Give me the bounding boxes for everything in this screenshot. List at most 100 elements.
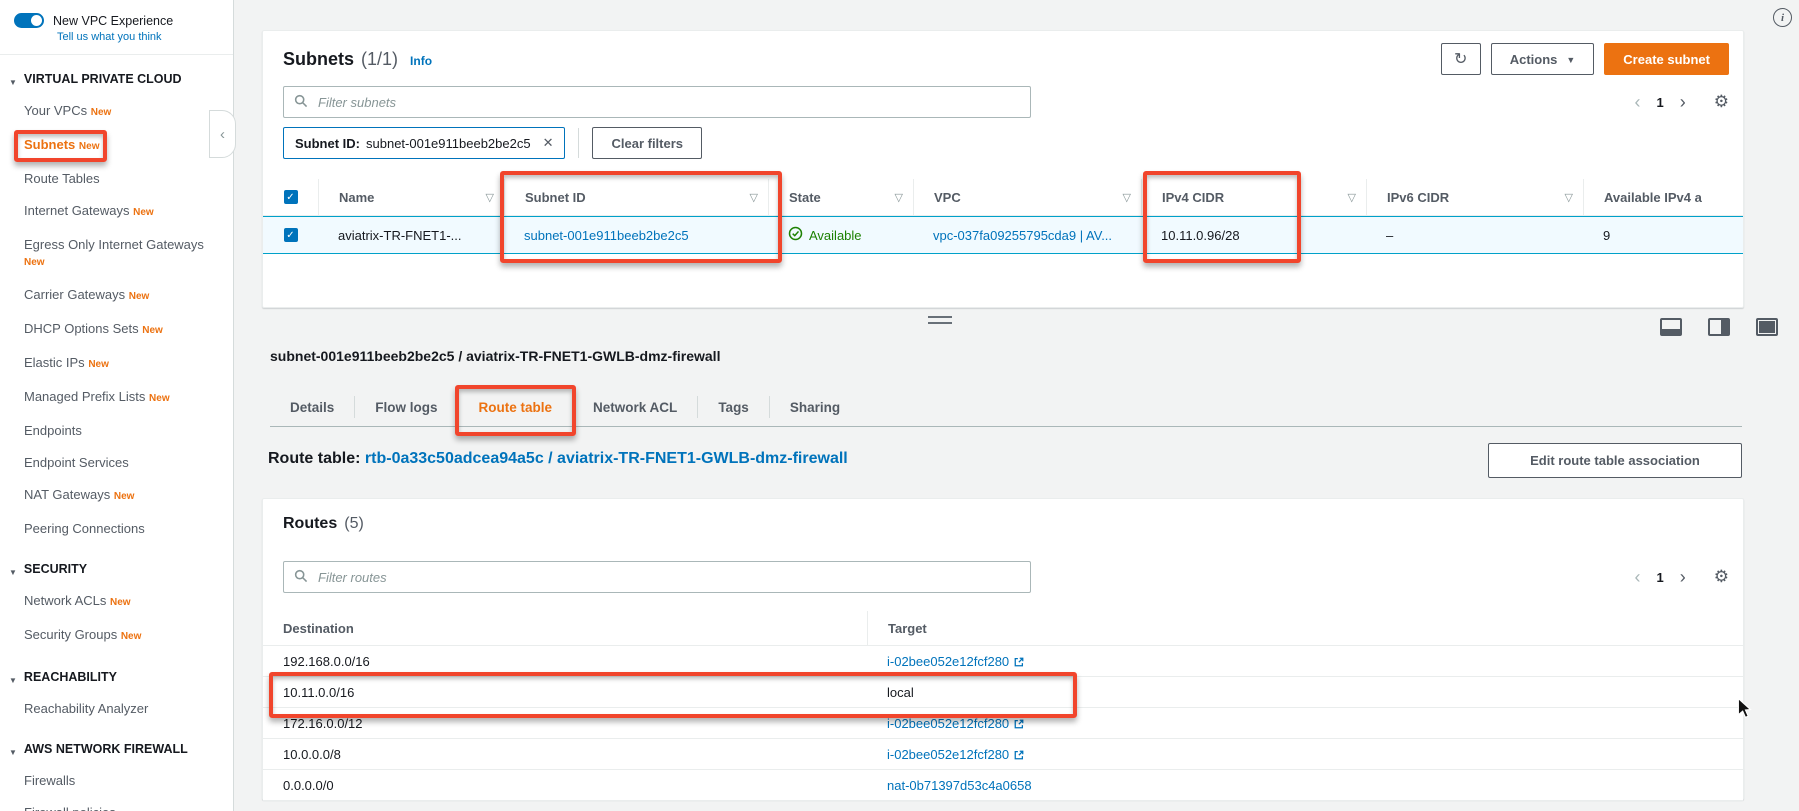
subnet-filter-input[interactable] bbox=[316, 93, 1020, 111]
vpc-link[interactable]: vpc-037fa09255795cda9 | AV... bbox=[933, 227, 1113, 243]
close-icon[interactable]: ✕ bbox=[542, 135, 554, 150]
sidebar-item-network-acls[interactable]: Network ACLs New bbox=[0, 585, 233, 619]
sidebar-section-security[interactable]: ▼ SECURITY bbox=[0, 545, 233, 585]
sidebar-section-reachability[interactable]: ▼ REACHABILITY bbox=[0, 653, 233, 693]
tab-tags[interactable]: Tags bbox=[718, 399, 749, 415]
split-pane-drag-handle[interactable] bbox=[928, 316, 952, 324]
filter-token[interactable]: Subnet ID: subnet-001e911beeb2be2c5 ✕ bbox=[283, 127, 566, 159]
sidebar-item-label: Reachability Analyzer bbox=[24, 701, 149, 716]
sidebar-item-your-vpcs[interactable]: Your VPCs New bbox=[0, 95, 233, 129]
tab-network-acl[interactable]: Network ACL bbox=[593, 399, 678, 415]
previous-page-button[interactable]: ‹ bbox=[1634, 566, 1641, 587]
row-checkbox[interactable]: ✓ bbox=[263, 228, 318, 242]
layout-fullscreen-icon[interactable] bbox=[1756, 318, 1778, 336]
subnet-id-link[interactable]: subnet-001e911beeb2be2c5 bbox=[524, 227, 689, 243]
route-target-link[interactable]: i-02bee052e12fcf280 bbox=[887, 653, 1010, 669]
gear-icon[interactable]: ⚙ bbox=[1713, 567, 1729, 586]
sidebar-item-firewall-policies[interactable]: Firewall policies bbox=[0, 797, 233, 811]
sidebar-item-subnets[interactable]: Subnets New bbox=[0, 129, 233, 163]
route-table-link[interactable]: rtb-0a33c50adcea94a5c / aviatrix-TR-FNET… bbox=[364, 450, 848, 467]
column-header-vpc[interactable]: VPC ▽ bbox=[913, 179, 1141, 215]
sidebar-item-carrier-gateways[interactable]: Carrier Gateways New bbox=[0, 279, 233, 313]
cell-available-ipv4: 9 bbox=[1603, 227, 1611, 243]
route-row[interactable]: 10.11.0.0/16 local bbox=[263, 672, 1743, 718]
routes-count: (5) bbox=[344, 515, 364, 532]
sidebar-collapse-handle[interactable]: ‹ bbox=[209, 110, 236, 158]
sidebar-item-managed-prefix-lists[interactable]: Managed Prefix Lists New bbox=[0, 381, 233, 415]
refresh-button[interactable]: ↻ bbox=[1440, 43, 1481, 75]
checkbox-checked-icon: ✓ bbox=[283, 228, 298, 242]
route-row[interactable]: 10.0.0.0/8 i-02bee052e12fcf280 bbox=[263, 739, 1743, 770]
routes-filter-input[interactable] bbox=[316, 568, 1020, 586]
column-filter-icon[interactable]: ▽ bbox=[1347, 191, 1356, 204]
previous-page-button[interactable]: ‹ bbox=[1634, 91, 1641, 112]
chevron-down-icon: ▼ bbox=[9, 568, 17, 577]
sidebar-item-label: Internet Gateways bbox=[24, 203, 130, 218]
column-filter-icon[interactable]: ▽ bbox=[1122, 191, 1131, 204]
clear-filters-button[interactable]: Clear filters bbox=[592, 127, 703, 159]
column-header-target[interactable]: Target bbox=[867, 611, 1743, 645]
info-icon[interactable]: i bbox=[1773, 8, 1792, 27]
select-all-checkbox[interactable]: ✓ bbox=[263, 179, 318, 215]
route-table-heading: Route table: rtb-0a33c50adcea94a5c / avi… bbox=[268, 450, 848, 467]
sidebar-item-label: Endpoints bbox=[24, 423, 82, 438]
sidebar-item-peering-connections[interactable]: Peering Connections bbox=[0, 513, 233, 545]
create-subnet-button[interactable]: Create subnet bbox=[1604, 43, 1729, 75]
tab-details[interactable]: Details bbox=[290, 399, 335, 415]
tab-route-table[interactable]: Route table bbox=[454, 385, 577, 436]
column-filter-icon[interactable]: ▽ bbox=[1564, 191, 1573, 204]
sidebar-item-nat-gateways[interactable]: NAT Gateways New bbox=[0, 479, 233, 513]
next-page-button[interactable]: › bbox=[1679, 566, 1686, 587]
sidebar-section-virtual-private-cloud[interactable]: ▼ VIRTUAL PRIVATE CLOUD bbox=[0, 55, 233, 95]
sidebar-item-elastic-ips[interactable]: Elastic IPs New bbox=[0, 347, 233, 381]
route-target-link[interactable]: i-02bee052e12fcf280 bbox=[887, 746, 1010, 762]
column-header-ipv6-cidr[interactable]: IPv6 CIDR ▽ bbox=[1366, 179, 1583, 215]
column-filter-icon[interactable]: ▽ bbox=[894, 191, 903, 204]
tab-flow-logs[interactable]: Flow logs bbox=[375, 399, 438, 415]
sidebar-item-endpoints[interactable]: Endpoints bbox=[0, 415, 233, 447]
tab-sharing[interactable]: Sharing bbox=[789, 399, 841, 415]
route-row[interactable]: 172.16.0.0/12 i-02bee052e12fcf280 bbox=[263, 708, 1743, 739]
column-header-destination[interactable]: Destination bbox=[283, 620, 354, 636]
annotation-box-route-table-tab bbox=[454, 385, 577, 436]
toggle-label: New VPC Experience bbox=[53, 13, 174, 28]
feedback-link[interactable]: Tell us what you think bbox=[57, 31, 162, 43]
sidebar-item-label: Peering Connections bbox=[24, 521, 145, 536]
new-vpc-experience-toggle[interactable] bbox=[14, 13, 44, 28]
sidebar-item-reachability-analyzer[interactable]: Reachability Analyzer bbox=[0, 693, 233, 725]
layout-split-side-icon[interactable] bbox=[1708, 318, 1730, 336]
column-header-available-ipv4-a[interactable]: Available IPv4 a bbox=[1583, 179, 1743, 215]
route-row[interactable]: 0.0.0.0/0 nat-0b71397d53c4a0658 bbox=[263, 770, 1743, 801]
sidebar-item-firewalls[interactable]: Firewalls bbox=[0, 765, 233, 797]
edit-route-table-association-button[interactable]: Edit route table association bbox=[1488, 443, 1742, 478]
sidebar-item-label: Route Tables bbox=[24, 171, 100, 186]
column-header-state[interactable]: State ▽ bbox=[768, 179, 913, 215]
column-filter-icon[interactable]: ▽ bbox=[749, 191, 758, 204]
new-badge: New bbox=[142, 325, 163, 336]
route-row[interactable]: 192.168.0.0/16 i-02bee052e12fcf280 bbox=[263, 646, 1743, 677]
column-filter-icon[interactable]: ▽ bbox=[485, 191, 494, 204]
subnet-table-row[interactable]: ✓ aviatrix-TR-FNET1-... subnet-001e911beeb… bbox=[263, 216, 1743, 254]
route-target-link[interactable]: i-02bee052e12fcf280 bbox=[887, 715, 1010, 731]
sidebar-item-endpoint-services[interactable]: Endpoint Services bbox=[0, 447, 233, 479]
actions-button[interactable]: Actions ▼ bbox=[1490, 43, 1595, 75]
gear-icon[interactable]: ⚙ bbox=[1713, 92, 1729, 111]
layout-split-bottom-icon[interactable] bbox=[1660, 318, 1682, 336]
page-number[interactable]: 1 bbox=[1656, 569, 1664, 585]
status-badge: Available bbox=[788, 226, 862, 244]
refresh-icon: ↻ bbox=[1454, 51, 1468, 68]
column-header-name[interactable]: Name ▽ bbox=[318, 179, 504, 215]
sidebar-item-dhcp-options-sets[interactable]: DHCP Options Sets New bbox=[0, 313, 233, 347]
route-target-link[interactable]: nat-0b71397d53c4a0658 bbox=[887, 777, 1032, 793]
page-number[interactable]: 1 bbox=[1656, 94, 1664, 110]
sidebar-item-internet-gateways[interactable]: Internet Gateways New bbox=[0, 195, 233, 229]
column-header-subnet-id[interactable]: Subnet ID ▽ bbox=[504, 179, 768, 215]
sidebar-item-egress-only-internet-gateways[interactable]: Egress Only Internet Gateways New bbox=[0, 229, 233, 279]
sidebar-item-security-groups[interactable]: Security Groups New bbox=[0, 619, 233, 653]
next-page-button[interactable]: › bbox=[1679, 91, 1686, 112]
info-link[interactable]: Info bbox=[410, 54, 433, 68]
sidebar-item-route-tables[interactable]: Route Tables bbox=[0, 163, 233, 195]
sidebar-section-aws-network-firewall[interactable]: ▼ AWS NETWORK FIREWALL bbox=[0, 725, 233, 765]
sidebar-section-label: REACHABILITY bbox=[23, 670, 117, 684]
column-header-ipv4-cidr[interactable]: IPv4 CIDR ▽ bbox=[1141, 179, 1366, 215]
